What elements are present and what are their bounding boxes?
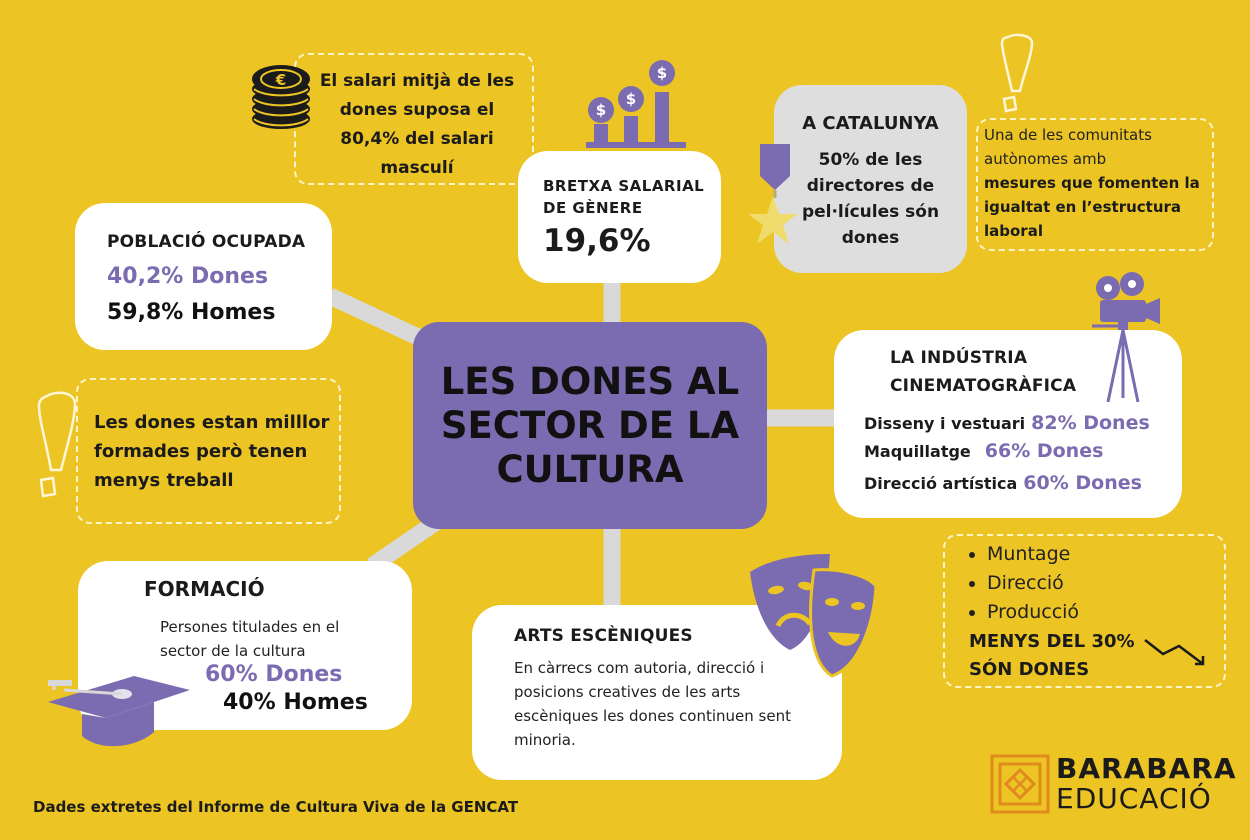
catalunya-text: 50% de les directores de pel·lícules són… <box>801 150 940 248</box>
central-title: LES DONES AL SECTOR DE LA CULTURA <box>440 359 740 491</box>
theater-masks-icon <box>750 554 878 678</box>
produccio-conclusion: MENYS DEL 30% SÓN DONES <box>969 631 1135 680</box>
svg-text:$: $ <box>657 64 667 82</box>
catalunya-title: A CATALUNYA <box>802 113 939 134</box>
formacio-text: Persones titulades en el sector de la cu… <box>160 618 340 660</box>
formacio-men-stat: 40% Homes <box>223 690 368 715</box>
salari-text: El salari mitjà de les dones suposa el 8… <box>319 71 515 178</box>
catalunya-card: A CATALUNYA 50% de les directores de pel… <box>774 85 967 273</box>
comunitats-highlight: mesures que fomenten la igualtat en l’es… <box>984 174 1200 240</box>
poblacio-title: POBLACIÓ OCUPADA <box>107 232 306 252</box>
svg-text:€: € <box>275 71 286 89</box>
cinema-title: LA INDÚSTRIA CINEMATOGRÀFICA <box>890 348 1077 396</box>
produccio-note: Muntage Direcció Producció MENYS DEL 30%… <box>943 534 1226 688</box>
cinema-row: Disseny i vestuari 82% Dones <box>864 412 1150 434</box>
logo-line1: BARABARA <box>1056 752 1237 785</box>
poblacio-ocupada-card: POBLACIÓ OCUPADA 40,2% Dones 59,8% Homes <box>75 203 332 350</box>
logo-line2: EDUCACIÓ <box>1056 782 1212 815</box>
connector-formacio <box>367 514 441 574</box>
cinema-row: Maquillatge 66% Dones <box>864 440 1103 462</box>
formacio-title: FORMACIÓ <box>144 577 265 601</box>
bretxa-salarial-card: BRETXA SALARIAL DE GÈNERE 19,6% <box>518 151 721 283</box>
produccio-list-item: Direcció <box>987 569 1079 598</box>
coins-icon: € <box>252 65 310 129</box>
salari-note: El salari mitjà de les dones suposa el 8… <box>294 53 534 185</box>
barabara-logo: BARABARA EDUCACIÓ <box>990 752 1235 815</box>
comunitats-intro: Una de les comunitats autònomes amb <box>984 126 1152 168</box>
footer-source: Dades extretes del Informe de Cultura Vi… <box>33 798 519 816</box>
barabara-logo-icon <box>990 754 1050 814</box>
formacio-women-stat: 60% Dones <box>205 662 343 687</box>
cinema-row-value: 66% Dones <box>984 440 1104 462</box>
exclamation-icon <box>1000 33 1034 113</box>
poblacio-men-stat: 59,8% Homes <box>107 300 276 325</box>
cinema-row-label: Maquillatge <box>864 442 971 461</box>
produccio-list-item: Producció <box>987 598 1079 627</box>
money-growth-chart-icon: $ $ $ <box>586 60 686 148</box>
bretxa-value: 19,6% <box>543 223 651 259</box>
bretxa-title: BRETXA SALARIAL DE GÈNERE <box>543 177 705 217</box>
produccio-list: Muntage Direcció Producció <box>957 540 1079 627</box>
cinema-row: Direcció artística 60% Dones <box>864 472 1142 494</box>
formades-note: Les dones estan milllor formades però te… <box>76 378 341 524</box>
film-camera-icon <box>1092 272 1160 403</box>
comunitats-note: Una de les comunitats autònomes amb mesu… <box>976 118 1214 251</box>
cinema-row-label: Disseny i vestuari <box>864 414 1026 433</box>
svg-text:$: $ <box>596 101 606 119</box>
central-title-box: LES DONES AL SECTOR DE LA CULTURA <box>413 322 767 529</box>
graduation-cap-icon <box>48 676 190 747</box>
arts-title: ARTS ESCÈNIQUES <box>514 626 693 646</box>
arts-text: En càrrecs com autoria, direcció i posic… <box>514 659 791 749</box>
cinema-row-value: 82% Dones <box>1031 412 1150 434</box>
poblacio-women-stat: 40,2% Dones <box>107 264 269 289</box>
exclamation-icon <box>37 391 77 498</box>
svg-text:$: $ <box>626 90 636 108</box>
cinema-row-label: Direcció artística <box>864 474 1018 493</box>
formades-text: Les dones estan milllor formades però te… <box>94 412 330 491</box>
produccio-list-item: Muntage <box>987 540 1079 569</box>
connector-poblacio <box>326 288 424 346</box>
trend-down-arrow-icon <box>1144 639 1205 666</box>
medal-icon <box>748 144 798 244</box>
cinema-row-value: 60% Dones <box>1023 472 1142 494</box>
